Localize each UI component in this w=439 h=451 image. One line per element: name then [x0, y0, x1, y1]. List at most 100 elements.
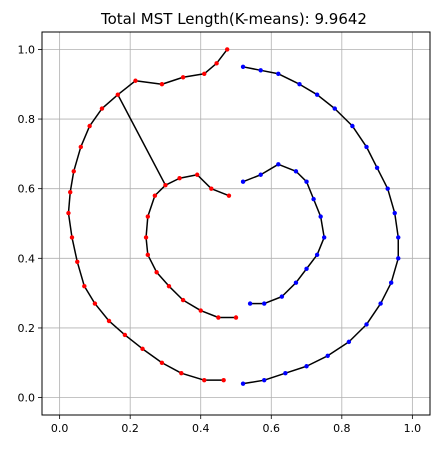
mst-edge-series-1 [365, 303, 382, 325]
scatter-point-series-1 [276, 71, 281, 76]
mst-edge-series-0 [211, 187, 230, 197]
mst-edge-series-0 [181, 372, 205, 381]
scatter-point-series-1 [258, 172, 263, 177]
scatter-points [66, 47, 401, 386]
scatter-point-series-0 [233, 315, 239, 320]
scatter-point-series-1 [378, 301, 383, 306]
scatter-point-series-1 [321, 235, 327, 240]
x-tick-label: 0.0 [51, 422, 69, 435]
scatter-point-series-0 [71, 169, 76, 174]
scatter-point-series-1 [279, 294, 285, 299]
scatter-point-series-0 [180, 75, 186, 80]
mst-edge-series-0 [147, 254, 158, 273]
scatter-point-series-1 [304, 266, 309, 271]
scatter-point-series-0 [87, 123, 92, 129]
mst-edge-series-1 [299, 83, 318, 96]
mst-edge-series-0 [182, 299, 202, 312]
scatter-point-series-1 [293, 280, 299, 285]
mst-edge-series-1 [316, 94, 336, 110]
scatter-point-series-0 [68, 189, 73, 195]
mst-edge-series-0 [165, 177, 180, 186]
scatter-point-series-0 [66, 210, 71, 216]
scatter-point-series-0 [133, 78, 138, 83]
scatter-point-series-1 [314, 92, 320, 97]
mst-edge-series-1 [319, 216, 325, 238]
mst-edge-series-1 [281, 282, 297, 298]
mst-edge-series-1 [263, 372, 286, 381]
scatter-point-series-0 [159, 82, 165, 87]
mst-edge-series-1 [316, 237, 325, 256]
x-tick-label: 0.4 [192, 422, 210, 435]
mst-edge-series-0 [69, 171, 75, 193]
scatter-point-series-1 [314, 252, 320, 258]
mst-edge-series-1 [386, 188, 396, 214]
scatter-point-series-0 [75, 259, 80, 264]
scatter-point-series-1 [374, 165, 380, 170]
scatter-point-series-0 [166, 283, 172, 289]
mst-edge-series-1 [242, 174, 261, 183]
scatter-point-series-1 [325, 353, 330, 359]
scatter-point-series-1 [364, 322, 369, 327]
mst-edge-series-1 [351, 125, 368, 148]
scatter-point-series-1 [283, 371, 288, 376]
scatter-point-series-0 [209, 186, 214, 191]
scatter-point-series-0 [180, 297, 186, 303]
mst-edge-series-1 [312, 198, 322, 217]
mst-edge-series-1 [393, 212, 399, 238]
x-tick-label: 0.2 [121, 422, 139, 435]
mst-edge-series-0 [89, 108, 103, 127]
mst-edge-series-0 [203, 62, 218, 75]
scatter-point-series-1 [350, 123, 355, 129]
mst-edge-series-0 [161, 76, 184, 85]
scatter-point-series-1 [240, 64, 246, 70]
mst-edge-series-0 [124, 334, 143, 350]
scatter-point-series-1 [346, 339, 352, 345]
scatter-point-series-0 [99, 106, 105, 111]
scatter-point-series-1 [389, 280, 394, 285]
scatter-point-series-0 [69, 235, 75, 240]
mst-edge-series-1 [376, 167, 389, 190]
y-tick-label: 0.8 [18, 113, 36, 126]
scatter-point-series-0 [177, 176, 182, 181]
mst-edge-series-1 [295, 268, 308, 284]
plot-area-frame [41, 31, 431, 416]
grid-layer [42, 32, 430, 415]
mst-edge-series-0 [73, 146, 82, 172]
mst-edge-series-0 [76, 261, 86, 287]
mst-edge-series-1 [327, 341, 350, 357]
mst-edge-series-0 [67, 192, 71, 214]
scatter-point-series-0 [202, 71, 207, 76]
x-tick-label: 0.8 [333, 422, 351, 435]
mst-edge-series-0 [182, 73, 205, 79]
scatter-point-series-0 [195, 172, 200, 177]
y-tick-label: 0.0 [18, 392, 36, 405]
scatter-point-series-0 [143, 235, 149, 240]
scatter-point-series-1 [396, 256, 401, 261]
scatter-point-series-0 [154, 270, 159, 275]
mst-edge-series-0 [108, 320, 126, 336]
scatter-point-series-1 [276, 162, 281, 167]
mst-edge-series-0 [135, 80, 163, 85]
mst-edge-series-0 [179, 174, 198, 179]
mst-edge-series-1 [306, 355, 329, 367]
scatter-point-series-0 [140, 346, 145, 352]
scatter-point-series-0 [198, 308, 203, 313]
scatter-point-series-1 [258, 68, 263, 73]
mst-edges [67, 48, 400, 385]
scatter-point-series-1 [262, 301, 267, 306]
scatter-point-series-0 [115, 92, 121, 97]
mst-edge-series-0 [83, 285, 96, 304]
y-tick-label: 0.4 [18, 252, 36, 265]
scatter-point-series-0 [179, 371, 184, 376]
mst-edge-series-0 [156, 271, 170, 287]
mst-edge-series-1 [379, 282, 392, 304]
mst-edge-series-1 [277, 73, 300, 85]
scatter-point-series-1 [247, 301, 253, 306]
mst-edge-series-1 [334, 108, 353, 127]
scatter-point-series-0 [221, 377, 226, 383]
x-tick-label: 0.6 [263, 422, 281, 435]
scatter-point-series-0 [214, 61, 219, 66]
mst-edge-series-1 [278, 163, 297, 172]
scatter-point-series-1 [392, 210, 397, 216]
